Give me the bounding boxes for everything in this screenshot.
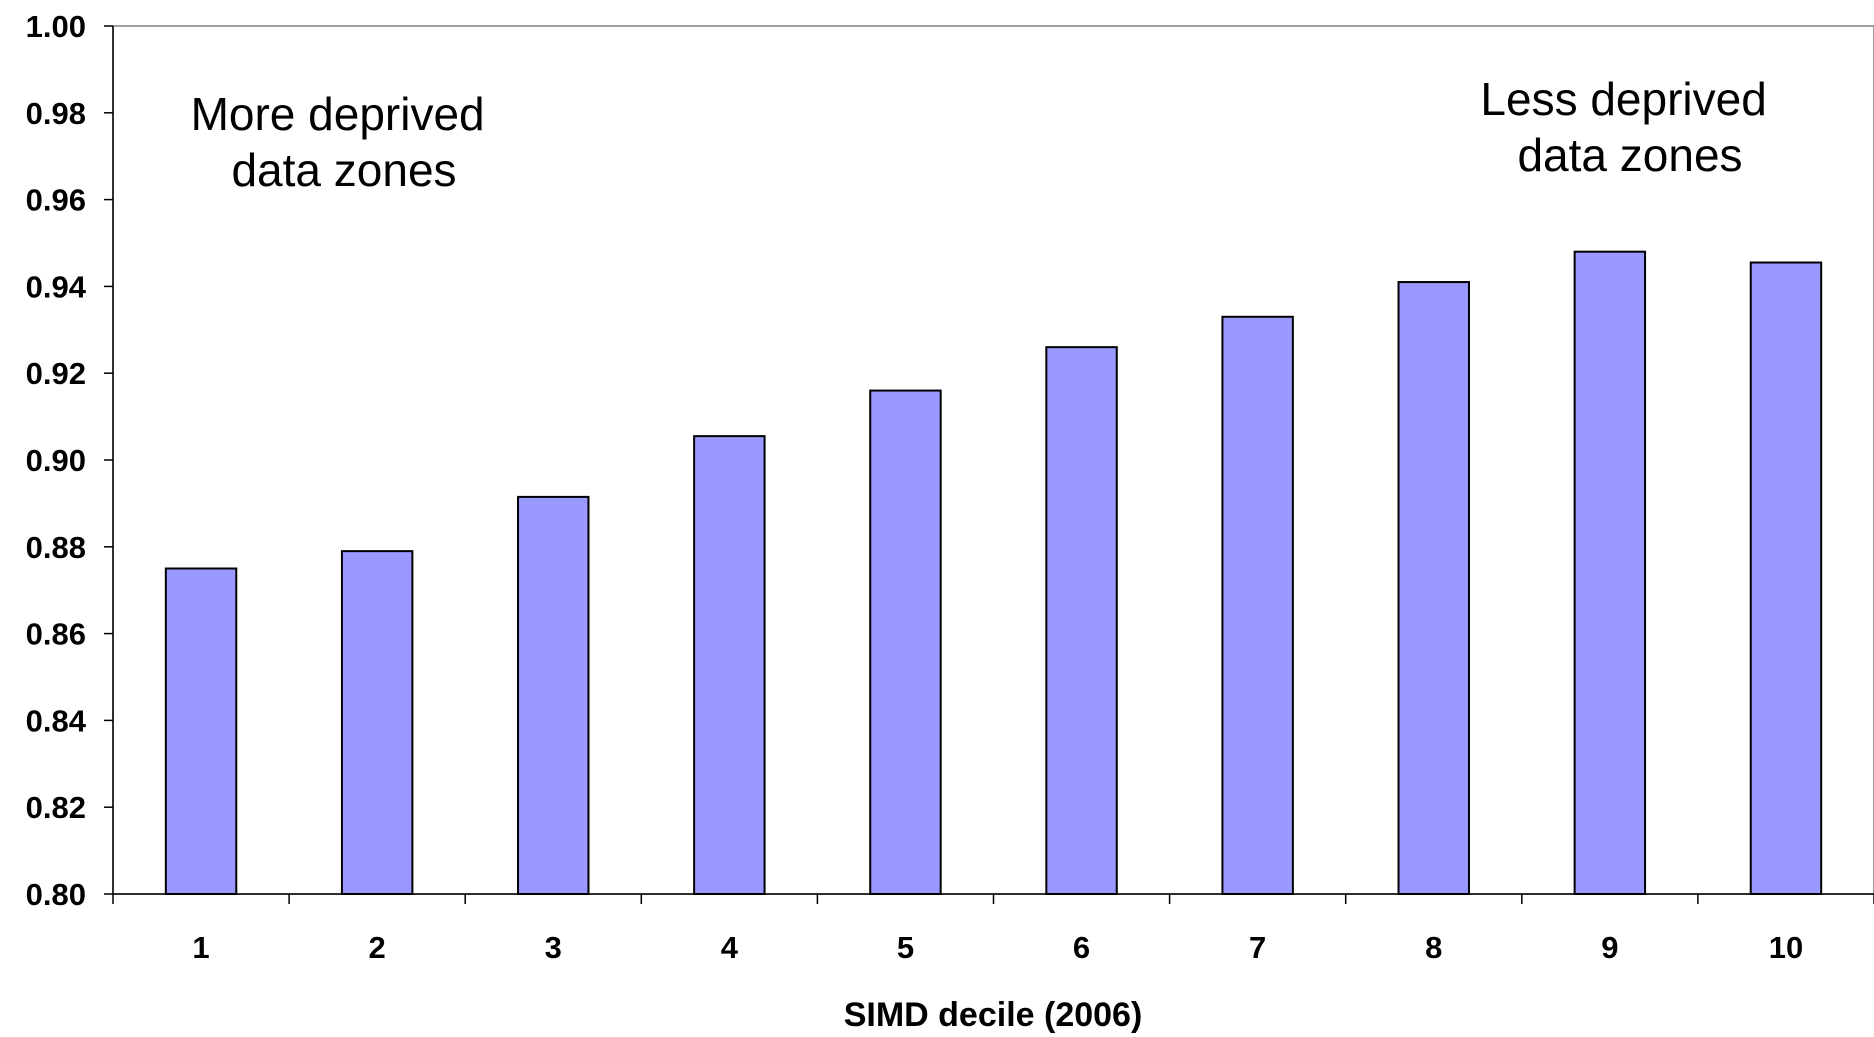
bar-8 (1397, 281, 1470, 895)
y-tick-label: 0.88 (26, 530, 86, 565)
y-tick-label: 0.96 (26, 183, 86, 218)
y-tick-label: 0.86 (26, 617, 86, 652)
x-tick-label: 2 (369, 930, 386, 965)
x-tick-label: 3 (545, 930, 562, 965)
x-tick-label: 7 (1249, 930, 1266, 965)
x-axis-title: SIMD decile (2006) (844, 996, 1143, 1034)
x-tick-label: 10 (1769, 930, 1803, 965)
y-tick-label: 0.82 (26, 790, 86, 825)
annotation-less-deprived-line-1: Less deprived (1480, 73, 1766, 125)
annotation-more-deprived-line-1: More deprived (191, 88, 485, 140)
x-tick-label: 1 (192, 930, 209, 965)
y-axis: 0.80 0.82 0.84 0.86 0.88 0.90 0.92 0.94 0.96 0.98… (26, 9, 114, 912)
y-tick-label: 0.94 (26, 269, 87, 304)
y-tick-label: 1.00 (26, 9, 86, 44)
bar-5 (869, 389, 942, 895)
x-tick-label: 9 (1601, 930, 1618, 965)
annotation-more-deprived: More deprived data zones (191, 88, 498, 196)
bar-7 (1221, 315, 1294, 895)
annotation-less-deprived: Less deprived data zones (1480, 73, 1779, 181)
y-tick-label: 0.98 (26, 96, 86, 131)
x-axis: 1 2 3 4 5 6 7 8 9 10 (112, 893, 1874, 965)
y-tick-label: 0.84 (26, 703, 87, 738)
bar-9 (1573, 250, 1647, 895)
x-tick-label: 4 (721, 930, 739, 965)
annotation-more-deprived-line-2: data zones (231, 144, 456, 196)
bar-10 (1749, 261, 1823, 895)
bar-2 (340, 550, 414, 895)
bar-3 (517, 495, 590, 895)
bar-4 (693, 435, 766, 895)
bar-1 (164, 567, 238, 895)
y-tick-label: 0.90 (26, 443, 86, 478)
x-tick-label: 8 (1425, 930, 1442, 965)
bars-group (164, 250, 1823, 896)
y-tick-label: 0.80 (26, 877, 86, 912)
x-tick-label: 5 (897, 930, 914, 965)
annotation-less-deprived-line-2: data zones (1517, 129, 1742, 181)
bar-6 (1045, 346, 1118, 896)
y-tick-label: 0.92 (26, 356, 86, 391)
x-tick-label: 6 (1073, 930, 1090, 965)
